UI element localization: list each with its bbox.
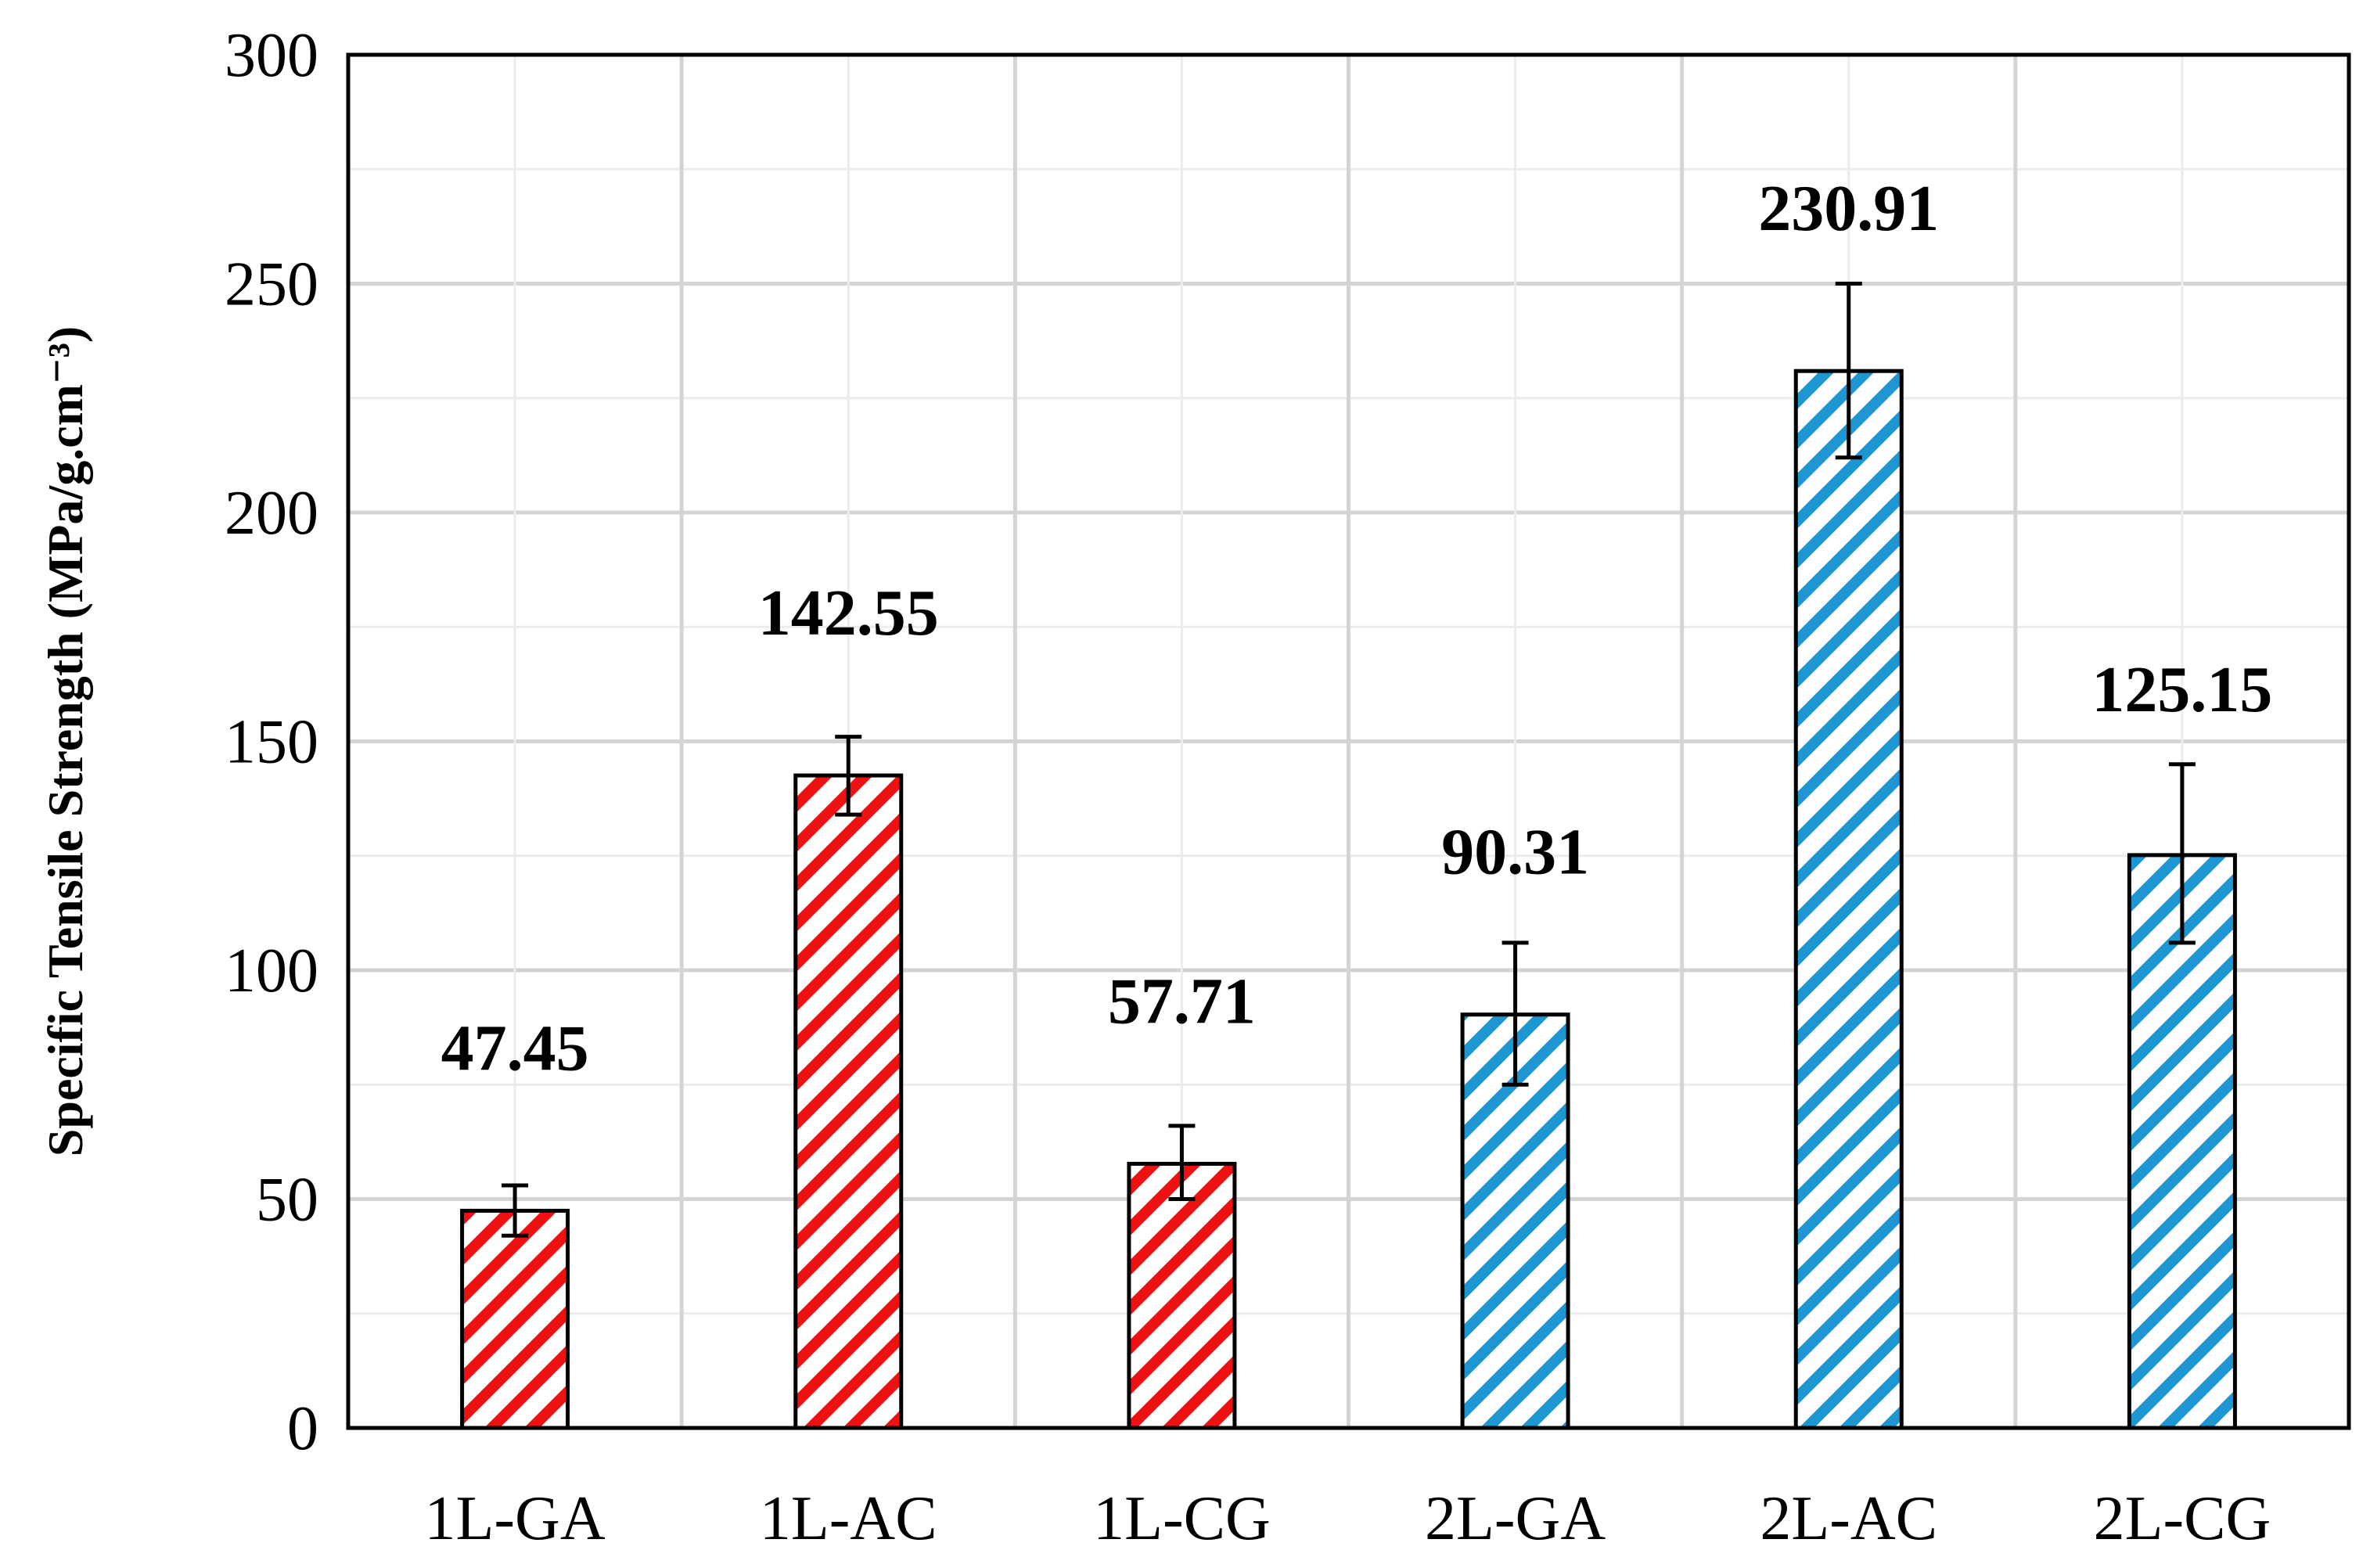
x-category-label: 1L-CG — [1093, 1484, 1271, 1553]
y-tick-label: 200 — [225, 479, 318, 548]
error-bars — [502, 282, 2196, 1238]
bar-2l-ac — [1793, 369, 1904, 1430]
bars — [460, 369, 2237, 1430]
data-label-2l-cg: 125.15 — [2091, 653, 2272, 726]
data-labels: 47.45 142.55 57.71 90.31 230.91 125.15 — [441, 172, 2273, 1084]
data-label-1l-ga: 47.45 — [441, 1012, 589, 1084]
x-category-label: 2L-CG — [2094, 1484, 2271, 1553]
y-tick-label: 150 — [225, 708, 318, 777]
x-category-label: 1L-AC — [760, 1484, 937, 1553]
x-category-label: 2L-AC — [1760, 1484, 1937, 1553]
bar-2l-cg — [2127, 853, 2237, 1430]
plot-frame — [346, 52, 2351, 1430]
y-axis-title: Specific Tensile Strength (MPa/g.cm⁻³) — [38, 326, 93, 1156]
grid — [346, 52, 2351, 1430]
data-label-1l-ac: 142.55 — [758, 577, 939, 649]
y-tick-label: 50 — [256, 1166, 318, 1235]
bar-1l-ac — [793, 773, 904, 1430]
bar-1l-cg — [1127, 1161, 1237, 1430]
y-axis-ticks: 0 50 100 150 200 250 300 — [225, 21, 318, 1463]
data-label-2l-ac: 230.91 — [1758, 172, 1939, 245]
data-label-2l-ga: 90.31 — [1441, 816, 1589, 889]
x-category-label: 2L-GA — [1425, 1484, 1606, 1553]
data-label-1l-cg: 57.71 — [1108, 965, 1256, 1038]
y-tick-label: 0 — [287, 1394, 318, 1463]
y-tick-label: 250 — [225, 250, 318, 319]
y-tick-label: 300 — [225, 21, 318, 90]
bar-1l-ga — [460, 1208, 570, 1430]
x-category-label: 1L-GA — [425, 1484, 606, 1553]
x-axis-labels: 1L-GA 1L-AC 1L-CG 2L-GA 2L-AC 2L-CG — [425, 1484, 2271, 1553]
y-tick-label: 100 — [225, 937, 318, 1005]
